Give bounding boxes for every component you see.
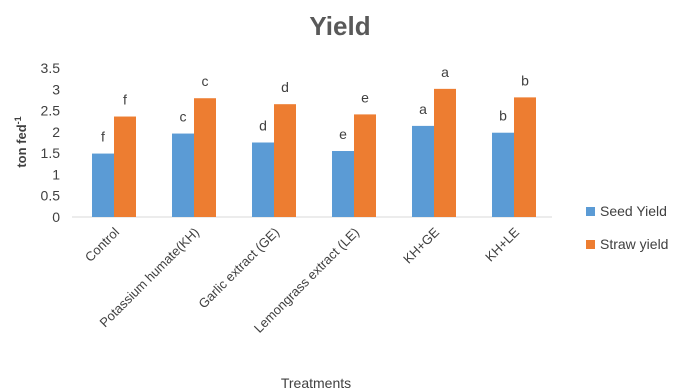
y-tick-label: 3.5 bbox=[41, 60, 61, 76]
significance-label: c bbox=[202, 73, 209, 89]
y-tick-label: 2 bbox=[52, 124, 60, 140]
category-label: Garlic extract (GE) bbox=[195, 225, 282, 312]
y-axis-title: ton fed-1 bbox=[13, 116, 29, 167]
y-tick-label: 3 bbox=[52, 81, 60, 97]
significance-label: e bbox=[361, 89, 369, 105]
bar-seed-yield bbox=[252, 142, 274, 217]
significance-label: d bbox=[259, 118, 267, 134]
y-tick-label: 1 bbox=[52, 166, 60, 182]
bar-straw-yield bbox=[194, 98, 216, 217]
bar-straw-yield bbox=[354, 114, 376, 217]
x-axis-title: Treatments bbox=[281, 375, 351, 391]
y-tick-label: 1.5 bbox=[41, 145, 61, 161]
chart-title: Yield bbox=[309, 11, 370, 41]
y-tick-label: 2.5 bbox=[41, 103, 61, 119]
bars: f f c c d d e e a a b b bbox=[92, 64, 536, 217]
y-tick-label: 0 bbox=[52, 209, 60, 225]
bar-straw-yield bbox=[274, 104, 296, 217]
y-axis-title-base: ton fed bbox=[14, 124, 29, 167]
y-tick-label: 0.5 bbox=[41, 188, 61, 204]
significance-label: f bbox=[123, 92, 127, 108]
bar-straw-yield bbox=[434, 88, 456, 217]
significance-label: a bbox=[419, 101, 427, 117]
y-axis-title-superscript: -1 bbox=[13, 116, 23, 124]
bar-seed-yield bbox=[412, 125, 434, 217]
significance-label: f bbox=[101, 129, 105, 145]
significance-label: b bbox=[521, 72, 529, 88]
legend-label: Seed Yield bbox=[600, 203, 667, 219]
bar-seed-yield bbox=[92, 153, 114, 217]
bar-straw-yield bbox=[514, 97, 536, 217]
legend-label: Straw yield bbox=[600, 236, 668, 252]
significance-label: d bbox=[281, 79, 289, 95]
significance-label: a bbox=[441, 64, 449, 80]
legend-swatch bbox=[586, 240, 595, 249]
category-label: KH+GE bbox=[400, 224, 442, 266]
significance-label: b bbox=[499, 108, 507, 124]
y-axis-ticks: 0 0.5 1 1.5 2 2.5 3 3.5 bbox=[41, 60, 61, 225]
bar-seed-yield bbox=[332, 151, 354, 217]
bar-straw-yield bbox=[114, 116, 136, 217]
significance-label: c bbox=[180, 109, 187, 125]
legend: Seed Yield Straw yield bbox=[586, 203, 668, 252]
legend-swatch bbox=[586, 207, 595, 216]
category-label: Control bbox=[82, 224, 122, 264]
category-label: KH+LE bbox=[482, 224, 522, 264]
bar-seed-yield bbox=[172, 133, 194, 217]
significance-label: e bbox=[339, 126, 347, 142]
bar-seed-yield bbox=[492, 132, 514, 217]
